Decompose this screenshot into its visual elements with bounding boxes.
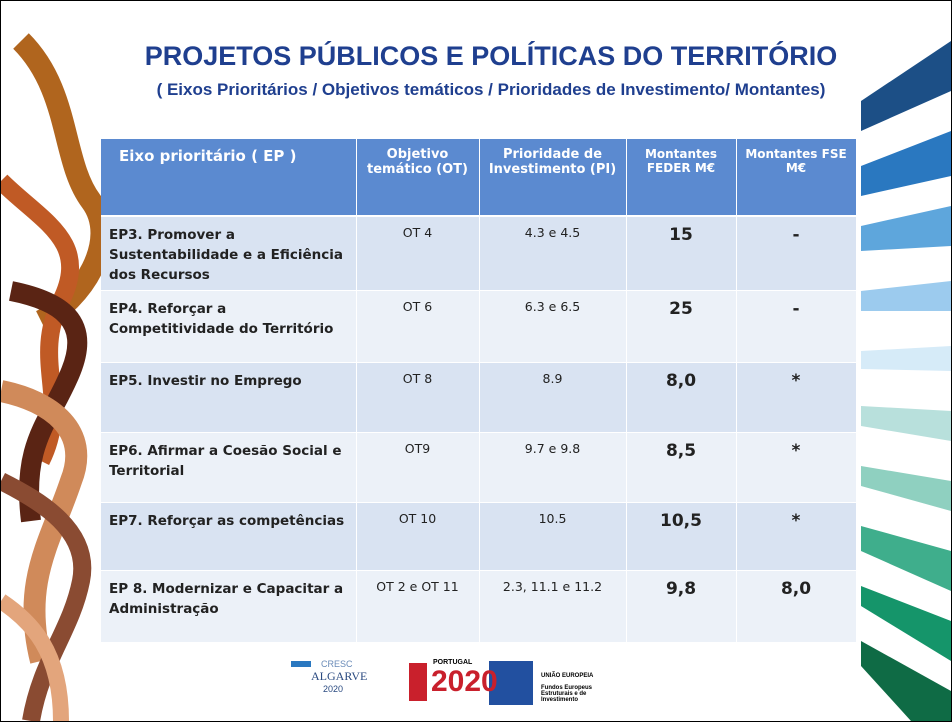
table-cell: EP3. Promover a Sustentabilidade e a Efi…	[101, 216, 356, 290]
title: PROJETOS PÚBLICOS E POLÍTICAS DO TERRITÓ…	[101, 41, 881, 72]
table-cell: 9,8	[626, 570, 736, 642]
table: Eixo prioritário ( EP )Objetivo temático…	[101, 139, 857, 643]
table-cell: EP5. Investir no Emprego	[101, 362, 356, 432]
table-cell: *	[736, 432, 856, 502]
table-cell: EP 8. Modernizar e Capacitar a Administr…	[101, 570, 356, 642]
logo-text: CRESC	[321, 659, 353, 669]
table-cell: 25	[626, 290, 736, 362]
table-row: EP4. Reforçar a Competitividade do Terri…	[101, 290, 856, 362]
table-cell: OT 2 e OT 11	[356, 570, 479, 642]
table-cell: 8,0	[626, 362, 736, 432]
table-row: EP 8. Modernizar e Capacitar a Administr…	[101, 570, 856, 642]
header-row: Eixo prioritário ( EP )Objetivo temático…	[101, 139, 856, 216]
column-header: Montantes FEDER M€	[626, 139, 736, 216]
table-cell: 8,5	[626, 432, 736, 502]
slide: PROJETOS PÚBLICOS E POLÍTICAS DO TERRITÓ…	[0, 0, 952, 722]
table-cell: *	[736, 502, 856, 570]
column-header: Montantes FSE M€	[736, 139, 856, 216]
table-cell: 8,0	[736, 570, 856, 642]
table-cell: 6.3 e 6.5	[479, 290, 626, 362]
table-cell: EP6. Afirmar a Coesão Social e Territori…	[101, 432, 356, 502]
table-row: EP3. Promover a Sustentabilidade e a Efi…	[101, 216, 856, 290]
table-cell: OT 8	[356, 362, 479, 432]
table-cell: EP4. Reforçar a Competitividade do Terri…	[101, 290, 356, 362]
table-cell: -	[736, 290, 856, 362]
table-cell: OT9	[356, 432, 479, 502]
column-header: Eixo prioritário ( EP )	[101, 139, 356, 216]
logo-text: 2020	[431, 665, 498, 699]
logo-text: Fundos Europeus Estruturais e de Investi…	[541, 685, 601, 703]
subtitle: ( Eixos Prioritários / Objetivos temátic…	[111, 79, 871, 100]
table-cell: OT 10	[356, 502, 479, 570]
table-cell: 8.9	[479, 362, 626, 432]
table-cell: 2.3, 11.1 e 11.2	[479, 570, 626, 642]
table-cell: EP7. Reforçar as competências	[101, 502, 356, 570]
table-cell: 9.7 e 9.8	[479, 432, 626, 502]
table-cell: *	[736, 362, 856, 432]
column-header: Objetivo temático (OT)	[356, 139, 479, 216]
table-cell: 10.5	[479, 502, 626, 570]
logo-text: ALGARVE	[311, 669, 367, 684]
table-cell: 10,5	[626, 502, 736, 570]
table-cell: OT 4	[356, 216, 479, 290]
table-row: EP6. Afirmar a Coesão Social e Territori…	[101, 432, 856, 502]
table-cell: -	[736, 216, 856, 290]
logo-text: UNIÃO EUROPEIA	[541, 673, 593, 679]
table-cell: 15	[626, 216, 736, 290]
logo-text: 2020	[323, 684, 343, 694]
table-cell: 4.3 e 4.5	[479, 216, 626, 290]
table-body: EP3. Promover a Sustentabilidade e a Efi…	[101, 216, 856, 642]
table-cell: OT 6	[356, 290, 479, 362]
column-header: Prioridade de Investimento (PI)	[479, 139, 626, 216]
